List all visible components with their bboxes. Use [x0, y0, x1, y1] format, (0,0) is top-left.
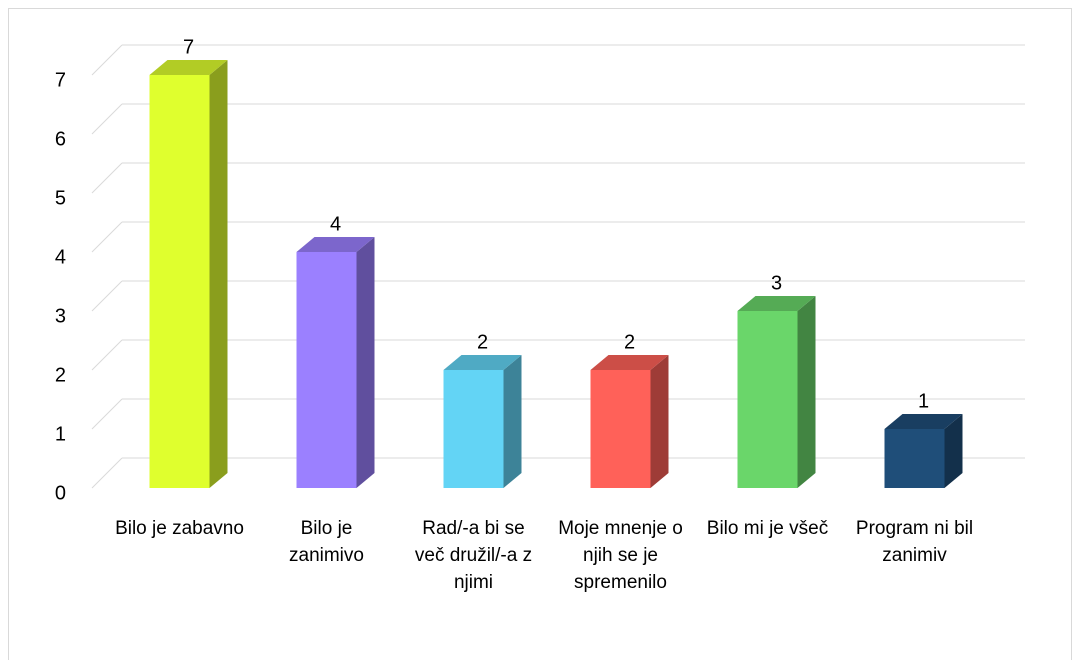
grid-line-side [91, 457, 123, 489]
bar-top [884, 414, 963, 429]
bar-side [356, 237, 375, 488]
x-tick-label: Bilo mi je všeč [706, 518, 829, 539]
grid-line-side [91, 162, 123, 194]
chart-border [8, 8, 1072, 660]
data-label: 2 [477, 331, 488, 353]
bar-side [650, 355, 669, 488]
data-label: 4 [330, 213, 341, 235]
grid-line-side [91, 221, 123, 253]
bar-top [443, 355, 522, 370]
data-label: 7 [183, 36, 194, 58]
bar-top [590, 355, 669, 370]
x-tick-label: Rad/-a bi se več družil/-a z njimi [414, 518, 533, 593]
bar [149, 75, 210, 488]
y-tick-label: 6 [55, 128, 66, 150]
y-tick-label: 4 [55, 246, 66, 268]
data-label: 2 [624, 331, 635, 353]
bar [443, 370, 504, 488]
x-tick-label: Moje mnenje o njih se je spremenilo [558, 518, 683, 593]
data-label: 3 [771, 272, 782, 294]
bar-side [944, 414, 963, 488]
bar-side [797, 296, 816, 488]
grid-line-side [91, 103, 123, 135]
x-tick-label: Bilo je zanimivo [289, 518, 364, 566]
bar-top [737, 296, 816, 311]
grid-line-side [91, 339, 123, 371]
bar [884, 429, 945, 488]
bar [737, 311, 798, 488]
y-tick-label: 3 [55, 305, 66, 327]
y-tick-label: 0 [55, 482, 66, 504]
x-tick-label: Program ni bil zanimiv [855, 518, 974, 566]
grid-line-side [91, 280, 123, 312]
bar [296, 252, 357, 488]
bar-side [209, 60, 228, 488]
grid-line-side [91, 398, 123, 430]
x-tick-label: Bilo je zabavno [115, 518, 244, 539]
bar-top [296, 237, 375, 252]
data-label: 1 [918, 390, 929, 412]
y-tick-label: 7 [55, 69, 66, 91]
bar-side [503, 355, 522, 488]
bar [590, 370, 651, 488]
y-tick-label: 5 [55, 187, 66, 209]
grid-line-side [91, 44, 123, 76]
y-tick-label: 2 [55, 364, 66, 386]
bar-top [149, 60, 228, 75]
y-tick-label: 1 [55, 423, 66, 445]
